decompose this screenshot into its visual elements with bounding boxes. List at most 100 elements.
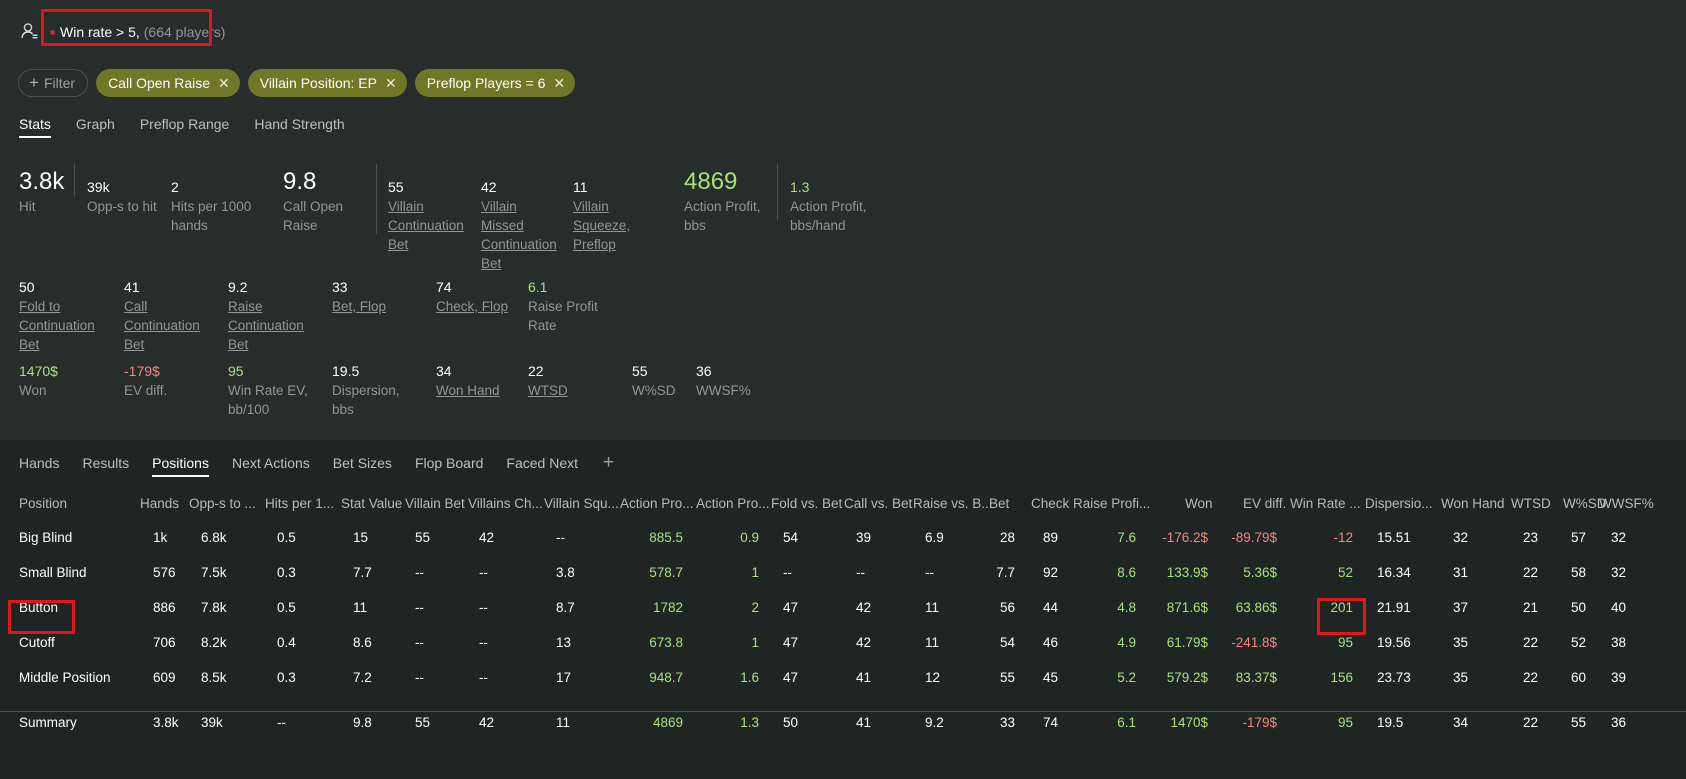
table-cell: 46 xyxy=(1043,635,1059,650)
stat-raise-cbet: 9.2 Raise Continuation Bet xyxy=(228,278,310,354)
add-tab-icon[interactable]: + xyxy=(603,452,615,473)
column-header[interactable]: WWSF% xyxy=(1599,496,1654,511)
user-filter-icon[interactable] xyxy=(21,22,39,40)
table-cell: 578.7 xyxy=(649,565,683,580)
column-header[interactable]: Dispersio... xyxy=(1365,496,1433,511)
tab-results[interactable]: Results xyxy=(82,455,130,471)
table-cell: 156 xyxy=(1330,670,1353,685)
tab-preflop-range[interactable]: Preflop Range xyxy=(139,116,230,132)
column-header[interactable]: Fold vs. Bet xyxy=(771,496,843,511)
tab-stats[interactable]: Stats xyxy=(19,116,51,138)
highlight-button-row xyxy=(8,600,75,634)
stat-link[interactable]: Call Continuation Bet xyxy=(124,299,200,352)
column-header[interactable]: Action Pro... xyxy=(620,496,694,511)
close-icon[interactable]: ✕ xyxy=(218,74,230,91)
table-cell: 1.3 xyxy=(740,715,759,730)
column-header[interactable]: Hands xyxy=(140,496,180,511)
table-cell: 41 xyxy=(856,670,872,685)
column-header[interactable]: Villains Ch... xyxy=(468,496,543,511)
stat-link[interactable]: Won Hand xyxy=(436,383,500,398)
tab-flop-board[interactable]: Flop Board xyxy=(414,455,484,471)
table-row-label[interactable]: Middle Position xyxy=(19,670,111,685)
tab-hands[interactable]: Hands xyxy=(19,455,60,471)
filter-chip-preflop-players[interactable]: Preflop Players = 6 ✕ xyxy=(414,69,576,97)
table-cell: 7.7 xyxy=(996,565,1015,580)
stat-link[interactable]: Fold to Continuation Bet xyxy=(19,299,95,352)
tab-positions[interactable]: Positions xyxy=(152,455,209,477)
column-header[interactable]: Villain Squ... xyxy=(544,496,619,511)
column-header[interactable]: Villain Bet xyxy=(405,496,465,511)
stat-link[interactable]: WTSD xyxy=(528,383,568,398)
report-tabs: Hands Results Positions Next Actions Bet… xyxy=(19,452,615,477)
column-header[interactable]: Won Hand xyxy=(1441,496,1505,511)
column-header[interactable]: Position xyxy=(19,496,68,511)
stat-opps-to-hit: 39k Opp-s to hit xyxy=(87,178,167,216)
table-row-label[interactable]: Big Blind xyxy=(19,530,73,545)
column-header[interactable]: Bet xyxy=(989,496,1010,511)
stat-link[interactable]: Bet, Flop xyxy=(332,299,387,314)
column-header[interactable]: Win Rate ... xyxy=(1290,496,1361,511)
summary-row-label[interactable]: Summary xyxy=(19,715,77,730)
column-header[interactable]: WTSD xyxy=(1511,496,1551,511)
stat-value: 1.3 xyxy=(790,179,810,195)
table-row-label[interactable]: Small Blind xyxy=(19,565,87,580)
column-header[interactable]: Raise vs. B... xyxy=(913,496,993,511)
filter-chip-villain-position[interactable]: Villain Position: EP ✕ xyxy=(247,69,407,97)
tab-bet-sizes[interactable]: Bet Sizes xyxy=(332,455,392,471)
table-cell: 74 xyxy=(1043,715,1059,730)
column-header[interactable]: Opp-s to ... xyxy=(189,496,256,511)
stat-link[interactable]: Villain Squeeze, Preflop xyxy=(573,199,631,252)
table-row-label[interactable]: Button xyxy=(19,600,59,615)
stat-link[interactable]: Check, Flop xyxy=(436,299,509,314)
stat-label: Action Profit, bbs/hand xyxy=(790,199,867,233)
table-cell: 55 xyxy=(1571,715,1587,730)
table-cell: -- xyxy=(415,600,424,615)
table-cell: 45 xyxy=(1043,670,1059,685)
stat-label: Hit xyxy=(19,199,36,214)
tab-graph[interactable]: Graph xyxy=(75,116,115,132)
stat-label: Action Profit, bbs xyxy=(684,199,761,233)
close-icon[interactable]: ✕ xyxy=(553,74,566,91)
column-header[interactable]: Hits per 1... xyxy=(265,496,335,511)
column-header[interactable]: Action Pro... xyxy=(696,496,770,511)
add-filter-button[interactable]: + Filter xyxy=(18,69,89,97)
table-cell: 13 xyxy=(556,635,572,650)
stat-link[interactable]: Villain Missed Continuation Bet xyxy=(481,199,557,271)
stat-link[interactable]: Villain Continuation Bet xyxy=(388,199,464,252)
table-cell: 52 xyxy=(1571,635,1587,650)
table-cell: 4.9 xyxy=(1117,635,1136,650)
column-header[interactable]: EV diff. xyxy=(1243,496,1287,511)
table-cell: 11 xyxy=(925,600,940,615)
table-cell: 7.5k xyxy=(201,565,227,580)
table-cell: 5.36$ xyxy=(1243,565,1277,580)
player-group-header[interactable]: Win rate > 5 , (664 players) xyxy=(50,22,225,42)
table-row-label[interactable]: Cutoff xyxy=(19,635,55,650)
column-header[interactable]: Check xyxy=(1031,496,1070,511)
column-header[interactable]: Raise Profi... xyxy=(1073,496,1151,511)
filter-chip-call-open-raise[interactable]: Call Open Raise ✕ xyxy=(96,69,240,97)
column-header[interactable]: W%SD xyxy=(1563,496,1607,511)
table-cell: -- xyxy=(479,600,488,615)
player-count: (664 players) xyxy=(143,24,226,40)
table-cell: 22 xyxy=(1523,565,1539,580)
table-cell: 28 xyxy=(999,530,1015,545)
tab-faced-next[interactable]: Faced Next xyxy=(506,455,579,471)
column-header[interactable]: Call vs. Bet xyxy=(844,496,913,511)
table-cell: 6.9 xyxy=(925,530,944,545)
table-cell: 52 xyxy=(1337,565,1353,580)
stat-label: WWSF% xyxy=(696,383,751,398)
table-cell: 95 xyxy=(1337,635,1353,650)
close-icon[interactable]: ✕ xyxy=(384,74,397,91)
table-cell: 41 xyxy=(856,715,872,730)
table-cell: -- xyxy=(415,635,424,650)
table-cell: 37 xyxy=(1453,600,1469,615)
column-header[interactable]: Won xyxy=(1185,496,1213,511)
stat-link[interactable]: Raise Continuation Bet xyxy=(228,299,304,352)
stat-value: 4869 xyxy=(684,168,738,195)
tab-next-actions[interactable]: Next Actions xyxy=(231,455,310,471)
table-cell: 1 xyxy=(751,565,759,580)
table-cell: 11 xyxy=(925,635,940,650)
tab-hand-strength[interactable]: Hand Strength xyxy=(254,116,345,132)
table-cell: 22 xyxy=(1523,635,1539,650)
column-header[interactable]: Stat Value xyxy=(341,496,403,511)
